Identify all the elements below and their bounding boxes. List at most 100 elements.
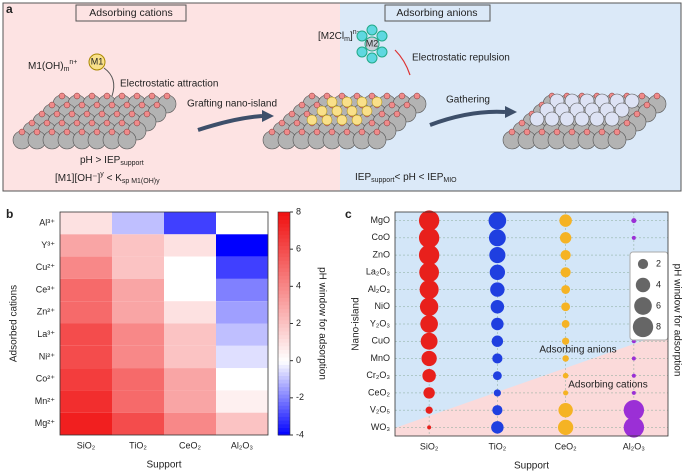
nano-island — [341, 96, 353, 108]
formula-part: IEP — [355, 172, 371, 183]
size-legend-label: 8 — [656, 321, 661, 331]
heat-cell — [112, 345, 164, 369]
bubble — [489, 264, 506, 280]
colorbar-step — [278, 245, 290, 250]
heat-cell — [216, 256, 268, 279]
surface-site — [68, 110, 76, 118]
bubble — [559, 232, 572, 244]
panel-label: a — [6, 2, 13, 16]
bubble — [562, 372, 569, 379]
surface-site — [383, 119, 391, 127]
colorbar-step — [278, 223, 290, 228]
surface-site — [613, 128, 621, 136]
colorbar-step — [278, 353, 290, 358]
formula-part: y — [100, 171, 104, 178]
surface-site — [338, 92, 346, 100]
formula-part: < pH < IEP — [394, 172, 443, 183]
m1-label: M1 — [91, 56, 104, 66]
y-tick-label: ZnO — [372, 249, 390, 259]
surface-site — [133, 119, 141, 127]
formula-part: [M2Cl — [318, 31, 344, 42]
nano-island — [336, 114, 348, 126]
formula-part: support — [120, 160, 143, 167]
heat-cell — [216, 345, 268, 369]
bubble — [558, 402, 573, 418]
gathered-island — [559, 111, 575, 127]
bubble — [420, 315, 438, 333]
y-tick-label: Mn²⁺ — [35, 396, 55, 406]
surface-site — [133, 92, 141, 100]
bubble — [488, 211, 507, 230]
nano-island — [321, 114, 333, 126]
colorbar-tick-label: 4 — [296, 281, 301, 291]
colorbar-step — [278, 364, 290, 369]
heat-cell — [164, 256, 216, 279]
bubble — [493, 389, 501, 397]
bubble — [492, 405, 503, 416]
bubble — [491, 421, 504, 434]
formula-part: pH > IEP — [80, 155, 121, 166]
y-tick-label: Y³⁺ — [41, 240, 55, 250]
bubble — [562, 355, 569, 362]
colorbar-step — [278, 345, 290, 351]
surface-site — [538, 128, 546, 136]
colorbar-step — [278, 282, 290, 287]
surface-site — [53, 110, 61, 118]
header: Adsorbing anions — [396, 7, 477, 19]
bubble — [420, 332, 438, 350]
process-arrow — [197, 114, 263, 132]
bubble — [562, 337, 570, 345]
y-tick-label: CuO — [371, 336, 390, 346]
colorbar-step — [278, 249, 290, 254]
surface-site — [378, 110, 386, 118]
size-legend-mark — [635, 277, 651, 293]
colorbar-step — [278, 423, 290, 429]
colorbar-step — [278, 360, 290, 365]
formula: [M1][OH⁻]y < Ksp M1(OH)y — [55, 171, 160, 185]
heat-cell — [216, 368, 268, 391]
heat-cell — [164, 368, 216, 391]
surface-site — [38, 110, 46, 118]
y-tick-label: MgO — [370, 215, 390, 225]
surface-site — [308, 92, 316, 100]
surface-site — [163, 92, 171, 100]
size-legend-mark — [637, 258, 649, 270]
bubble — [563, 390, 569, 396]
y-axis-title: Adsorbed cations — [9, 285, 20, 362]
colorbar-step — [278, 382, 290, 388]
surface-site — [73, 92, 81, 100]
x-tick-label: Al₂O₃ — [623, 441, 645, 451]
colorbar-step — [278, 267, 290, 272]
size-legend-label: 6 — [656, 300, 661, 310]
chloride — [366, 24, 378, 36]
surface-site — [108, 128, 116, 136]
surface-site — [403, 101, 411, 109]
heat-cell — [216, 301, 268, 324]
heat-cell — [216, 278, 268, 302]
x-tick-label: TiO₂ — [489, 441, 507, 451]
repulsion-label: Electrostatic repulsion — [412, 53, 510, 64]
y-tick-label: Mg²⁺ — [35, 418, 55, 428]
colorbar-step — [278, 416, 290, 421]
y-tick-label: CeO₂ — [368, 387, 391, 397]
surface-site — [598, 128, 606, 136]
heat-cell — [112, 212, 164, 235]
arrow-head — [505, 106, 517, 118]
surface-site — [518, 119, 526, 127]
x-axis-title: Support — [146, 460, 181, 471]
panel-label: b — [6, 207, 13, 221]
heat-cell — [216, 234, 268, 257]
heat-cell — [216, 390, 268, 413]
colorbar-title: pH window for adsorption — [316, 267, 327, 380]
surface-site — [78, 128, 86, 136]
colorbar-step — [278, 286, 290, 291]
heat-cell — [60, 301, 112, 324]
gathered-island — [624, 93, 640, 109]
m1-ion — [88, 53, 106, 71]
gathered-island — [544, 111, 560, 127]
bubble — [423, 387, 435, 399]
chloride — [356, 46, 368, 58]
surface-site — [293, 119, 301, 127]
surface-site — [108, 101, 116, 109]
